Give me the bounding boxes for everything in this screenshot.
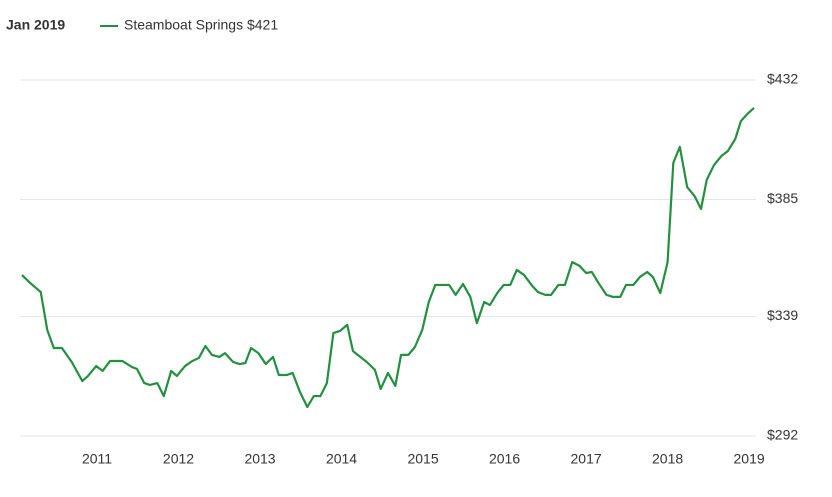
x-tick-label: 2011 <box>82 451 112 467</box>
x-tick-label: 2017 <box>571 451 602 467</box>
x-tick-label: 2019 <box>734 451 765 467</box>
legend-label: Steamboat Springs $421 <box>124 17 278 33</box>
line <box>21 107 755 409</box>
x-tick-label: 2016 <box>489 451 520 467</box>
x-tick-label: 2013 <box>244 451 275 467</box>
x-tick-label: 2014 <box>326 451 357 467</box>
y-tick-label: $292 <box>767 427 798 443</box>
y-tick-label: $432 <box>767 71 798 87</box>
y-tick-label: $339 <box>767 307 798 323</box>
chart-title: Jan 2019 <box>6 17 65 33</box>
x-tick-label: 2018 <box>652 451 683 467</box>
y-tick-label: $385 <box>767 190 798 206</box>
x-tick-label: 2012 <box>163 451 194 467</box>
x-tick-label: 2015 <box>407 451 438 467</box>
